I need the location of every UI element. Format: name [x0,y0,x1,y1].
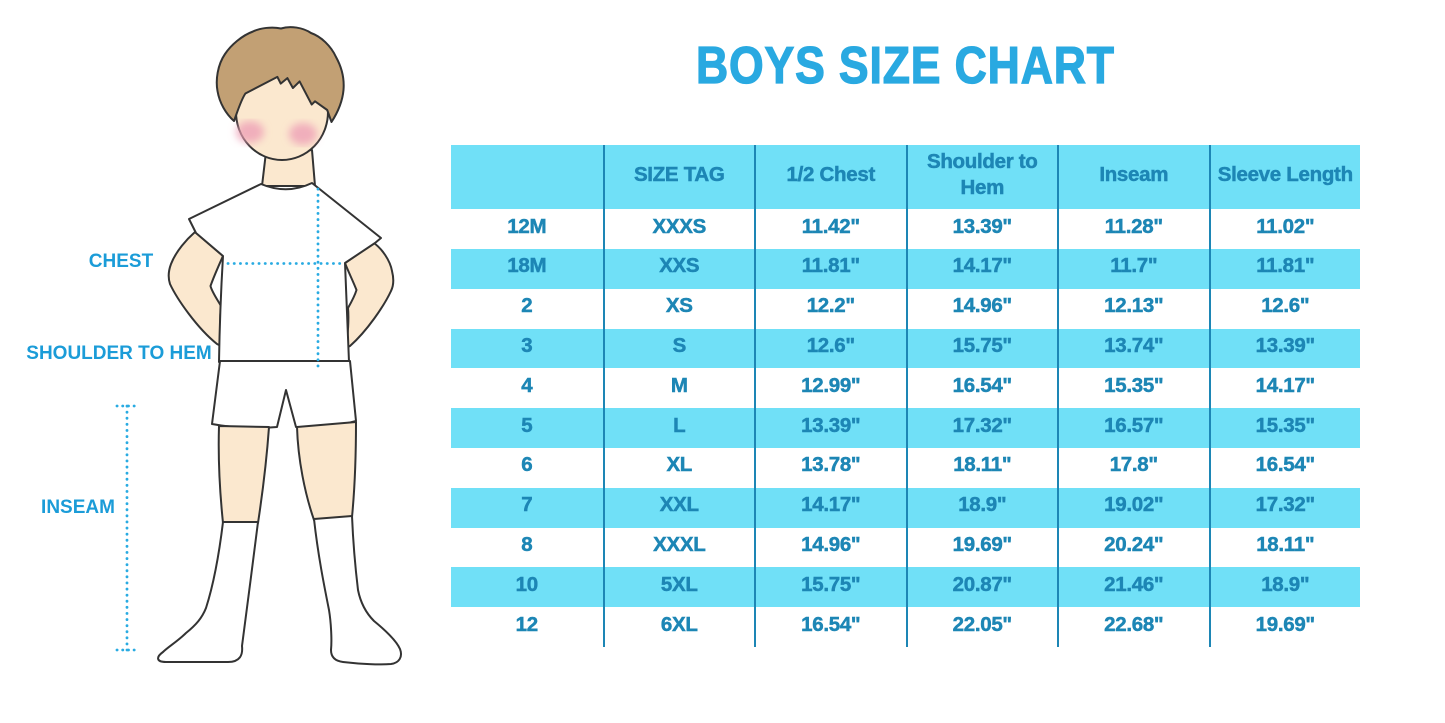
svg-text:INSEAM: INSEAM [41,497,115,518]
svg-text:CHEST: CHEST [89,251,154,272]
svg-text:SHOULDER TO HEM: SHOULDER TO HEM [26,343,211,364]
